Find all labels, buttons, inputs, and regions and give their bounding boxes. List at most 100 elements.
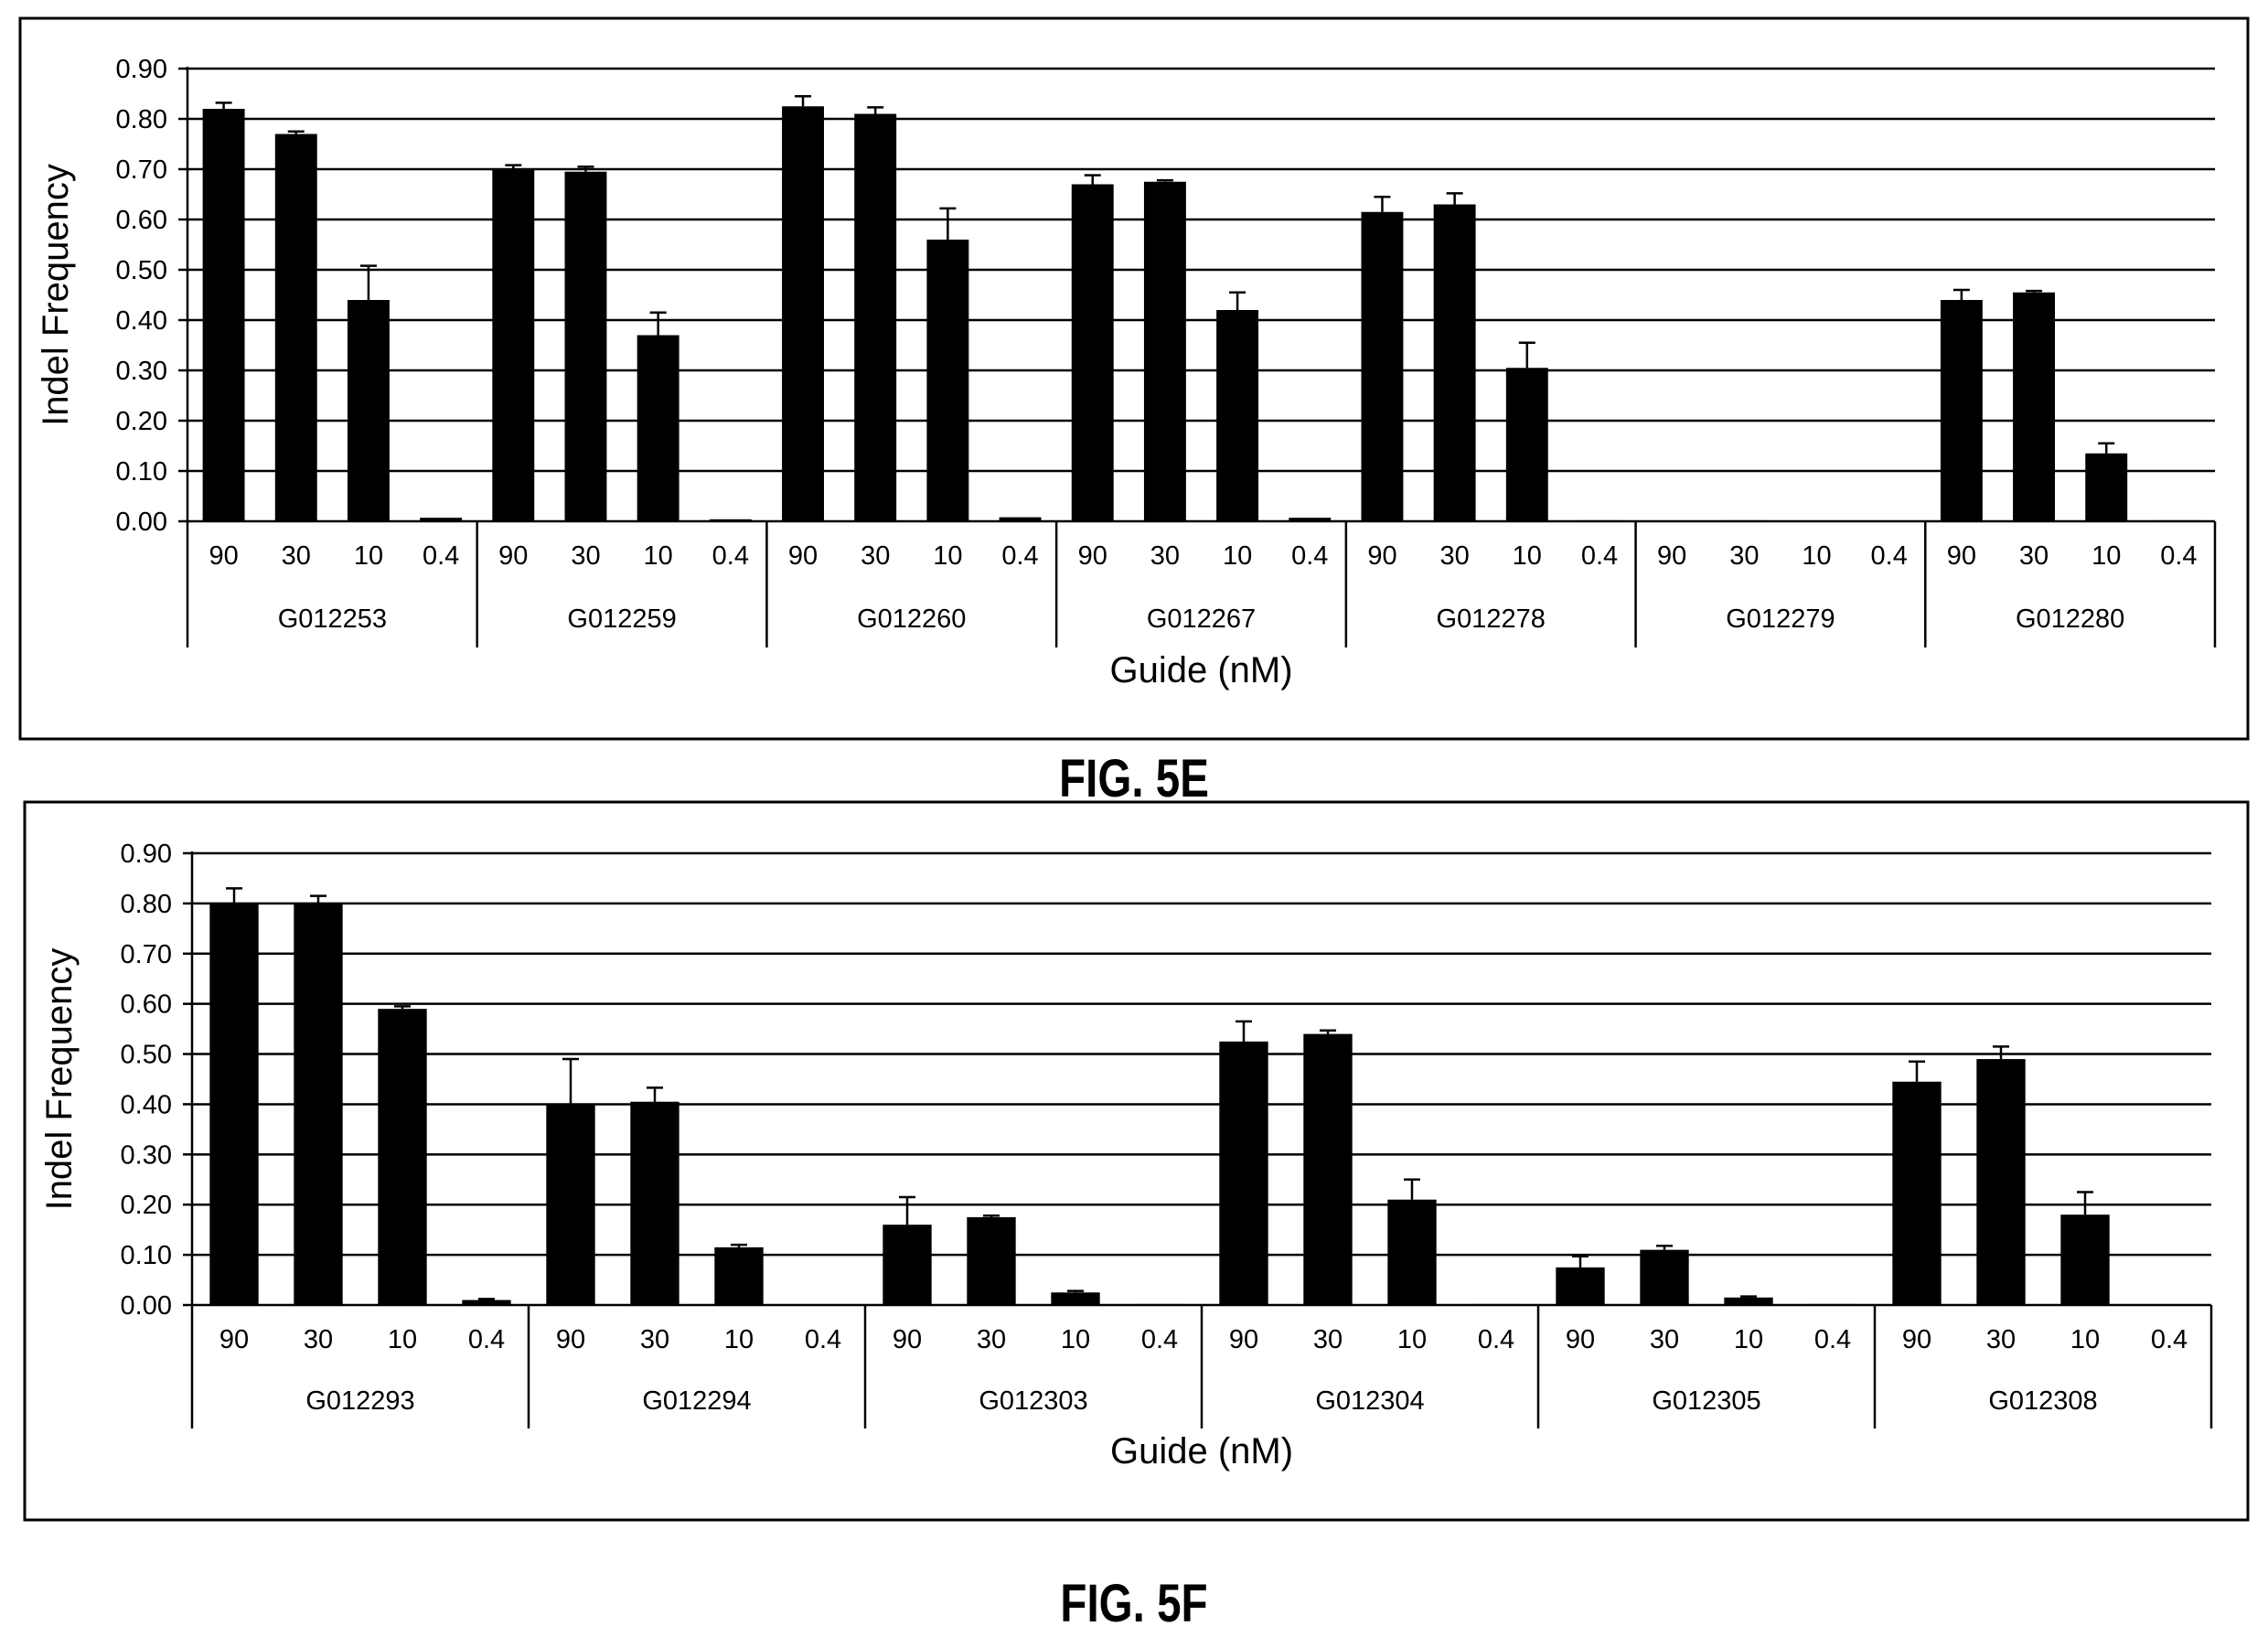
- bar: [294, 903, 343, 1305]
- category-label: 30: [640, 1325, 669, 1354]
- category-label: 10: [644, 541, 673, 571]
- category-label: 90: [219, 1325, 249, 1354]
- y-tick-label: 0.50: [121, 1041, 172, 1070]
- bar: [378, 1009, 427, 1305]
- bar: [492, 169, 535, 521]
- category-label: 10: [724, 1325, 754, 1354]
- category-label: 30: [1986, 1325, 2016, 1354]
- bar: [1071, 184, 1114, 521]
- category-label: 10: [1513, 541, 1542, 571]
- bar: [1640, 1249, 1689, 1305]
- bar: [1303, 1033, 1353, 1305]
- bar: [2157, 519, 2200, 521]
- bar-chart-5e: 0.00 0.10 0.20 0.30 0.40 0.50 0.60 0.70 0.80 0.90…: [18, 16, 2250, 741]
- group-label: G012305: [1652, 1386, 1760, 1416]
- category-label: 90: [1229, 1325, 1258, 1354]
- category-label: 10: [1061, 1325, 1090, 1354]
- y-axis-title: Indel Frequency: [39, 948, 80, 1211]
- bar: [1219, 1041, 1268, 1305]
- bar: [967, 1216, 1016, 1305]
- category-label: 30: [1313, 1325, 1343, 1354]
- bar: [1135, 1303, 1184, 1305]
- x-axis-title: Guide (nM): [1110, 1431, 1293, 1471]
- category-label: 30: [1150, 541, 1180, 571]
- y-tick-label: 0.60: [116, 206, 167, 235]
- bar: [1471, 1303, 1521, 1305]
- category-label: 10: [1223, 541, 1252, 571]
- group-label: G012294: [642, 1386, 751, 1416]
- category-label: 30: [1439, 541, 1469, 571]
- bar: [274, 134, 317, 521]
- bar: [2145, 1304, 2194, 1305]
- group-label: G012308: [1988, 1386, 2097, 1416]
- category-label: 90: [1566, 1325, 1595, 1354]
- bar: [546, 1104, 595, 1305]
- bar: [1051, 1292, 1100, 1305]
- group-label: G012303: [979, 1386, 1087, 1416]
- category-label: 0.4: [1478, 1325, 1514, 1354]
- y-tick-label: 0.10: [116, 457, 167, 487]
- y-tick-label: 0.30: [121, 1140, 172, 1170]
- bar: [1505, 368, 1548, 521]
- y-tick-label: 0.20: [116, 407, 167, 436]
- group-label: G012267: [1147, 605, 1256, 634]
- bar: [564, 171, 607, 521]
- y-tick-label: 0.30: [116, 357, 167, 386]
- group-label: G012259: [567, 605, 676, 634]
- bar: [1556, 1267, 1605, 1305]
- group-label: G012260: [857, 605, 966, 634]
- category-label: 0.4: [1141, 1325, 1178, 1354]
- category-label: 10: [388, 1325, 417, 1354]
- category-label: 10: [1397, 1325, 1427, 1354]
- y-tick-label: 0.40: [116, 306, 167, 336]
- category-label: 90: [209, 541, 238, 571]
- bar: [798, 1304, 848, 1305]
- category-label: 0.4: [1001, 541, 1038, 571]
- category-label: 10: [2070, 1325, 2100, 1354]
- chart-panel-5e: 0.00 0.10 0.20 0.30 0.40 0.50 0.60 0.70 0.80 0.90…: [0, 0, 2268, 786]
- bar: [1723, 519, 1766, 521]
- y-axis-title: Indel Frequency: [36, 164, 76, 426]
- y-tick-label: 0.90: [116, 55, 167, 84]
- bar: [709, 519, 752, 521]
- category-label: 90: [788, 541, 818, 571]
- bar: [2013, 292, 2056, 521]
- bar: [1143, 181, 1186, 521]
- category-label: 0.4: [1871, 541, 1908, 571]
- category-label: 0.4: [468, 1325, 505, 1354]
- category-label: 90: [1078, 541, 1107, 571]
- y-tick-label: 0.00: [121, 1291, 172, 1321]
- bar: [1940, 300, 1983, 521]
- category-label: 0.4: [805, 1325, 841, 1354]
- bar: [714, 1246, 764, 1305]
- y-tick-label: 0.50: [116, 256, 167, 285]
- y-tick-label: 0.10: [121, 1241, 172, 1270]
- category-label: 90: [1657, 541, 1686, 571]
- category-label: 0.4: [2160, 541, 2197, 571]
- bar: [209, 903, 259, 1305]
- y-tick-label: 0.90: [121, 840, 172, 869]
- category-label: 0.4: [1814, 1325, 1851, 1354]
- bar: [1867, 520, 1910, 521]
- category-label: 30: [282, 541, 311, 571]
- bar: [1216, 310, 1259, 521]
- category-label: 30: [304, 1325, 333, 1354]
- category-label: 90: [498, 541, 528, 571]
- category-label: 30: [571, 541, 600, 571]
- y-tick-label: 0.80: [121, 890, 172, 919]
- category-label: 0.4: [1291, 541, 1328, 571]
- bar: [347, 300, 390, 521]
- category-label: 90: [893, 1325, 922, 1354]
- bar: [1433, 204, 1476, 521]
- bar: [1795, 520, 1838, 521]
- group-label: G012280: [2016, 605, 2124, 634]
- y-tick-label: 0.70: [121, 940, 172, 969]
- bar: [630, 1101, 679, 1305]
- category-label: 30: [1650, 1325, 1679, 1354]
- category-label: 90: [1947, 541, 1976, 571]
- category-label: 30: [977, 1325, 1006, 1354]
- bar: [202, 109, 245, 521]
- y-tick-label: 0.20: [121, 1191, 172, 1220]
- category-label: 10: [1734, 1325, 1763, 1354]
- group-label: G012278: [1437, 605, 1546, 634]
